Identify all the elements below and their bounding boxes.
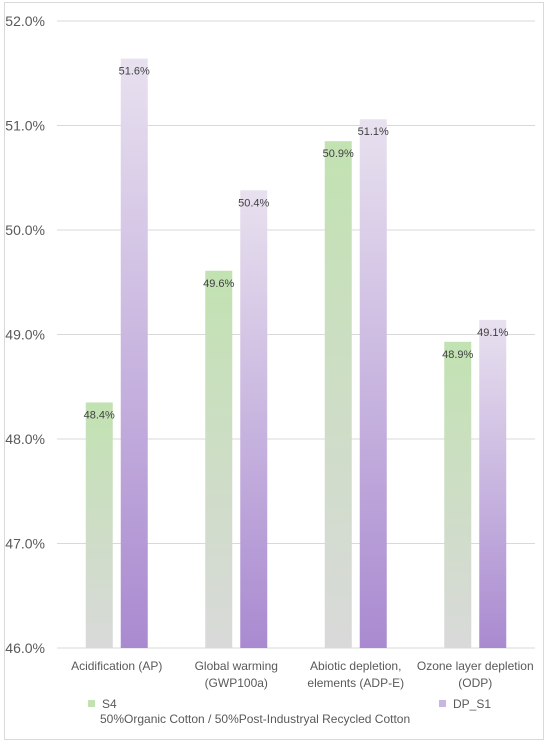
data-label: 50.4% [238,197,269,209]
bar-dp-s1 [479,319,507,648]
bar-dp-s1 [359,119,387,649]
legend-label-s4: S4 [102,697,117,711]
y-tick-label: 46.0% [5,640,45,656]
legend-label-s4-line2: 50%Organic Cotton / 50%Post-Industryal R… [100,712,410,726]
axes: 46.0% 47.0% 48.0% 49.0% 50.0% 51.0% 52.0% Acidi… [5,13,533,690]
y-tick-label: 52.0% [5,13,45,29]
y-tick-label: 50.0% [5,222,45,238]
data-labels: 48.4% 51.6% 49.6% 50.4% 50.9% 51.1% 48.9% 49.1% [84,66,509,422]
x-category-label: Abiotic depletion, [310,659,401,673]
bars [85,58,507,649]
y-tick-label: 51.0% [5,118,45,134]
legend-swatch-s4 [88,700,95,707]
x-category-label: (ODP) [458,676,492,690]
bar-dp-s1 [240,190,268,649]
legend-label-dp-s1: DP_S1 [453,697,491,711]
y-tick-label: 49.0% [5,327,45,343]
x-category-label: (GWP100a) [205,676,268,690]
bar-dp-s1 [120,58,148,649]
data-label: 48.9% [442,349,473,361]
data-label: 50.9% [323,148,354,160]
data-label: 48.4% [84,409,115,421]
y-tick-label: 47.0% [5,536,45,552]
x-category-label: Ozone layer depletion [417,659,534,673]
x-category-label: Acidification (AP) [71,659,162,673]
y-tick-label: 48.0% [5,431,45,447]
data-label: 51.1% [358,126,389,138]
legend-swatch-dp-s1 [439,700,446,707]
data-label: 51.6% [119,66,150,78]
bar-s4 [324,141,352,649]
chart-frame: 48.4% 51.6% 49.6% 50.4% 50.9% 51.1% 48.9% 49.1%… [4,2,544,740]
bar-s4 [205,270,233,648]
x-category-label: elements (ADP-E) [307,676,404,690]
bar-s4 [444,341,472,648]
bar-chart: 48.4% 51.6% 49.6% 50.4% 50.9% 51.1% 48.9% 49.1%… [5,13,535,726]
data-label: 49.6% [203,278,234,290]
x-category-label: Global warming [195,659,278,673]
data-label: 49.1% [477,327,508,339]
bar-s4 [85,402,113,648]
